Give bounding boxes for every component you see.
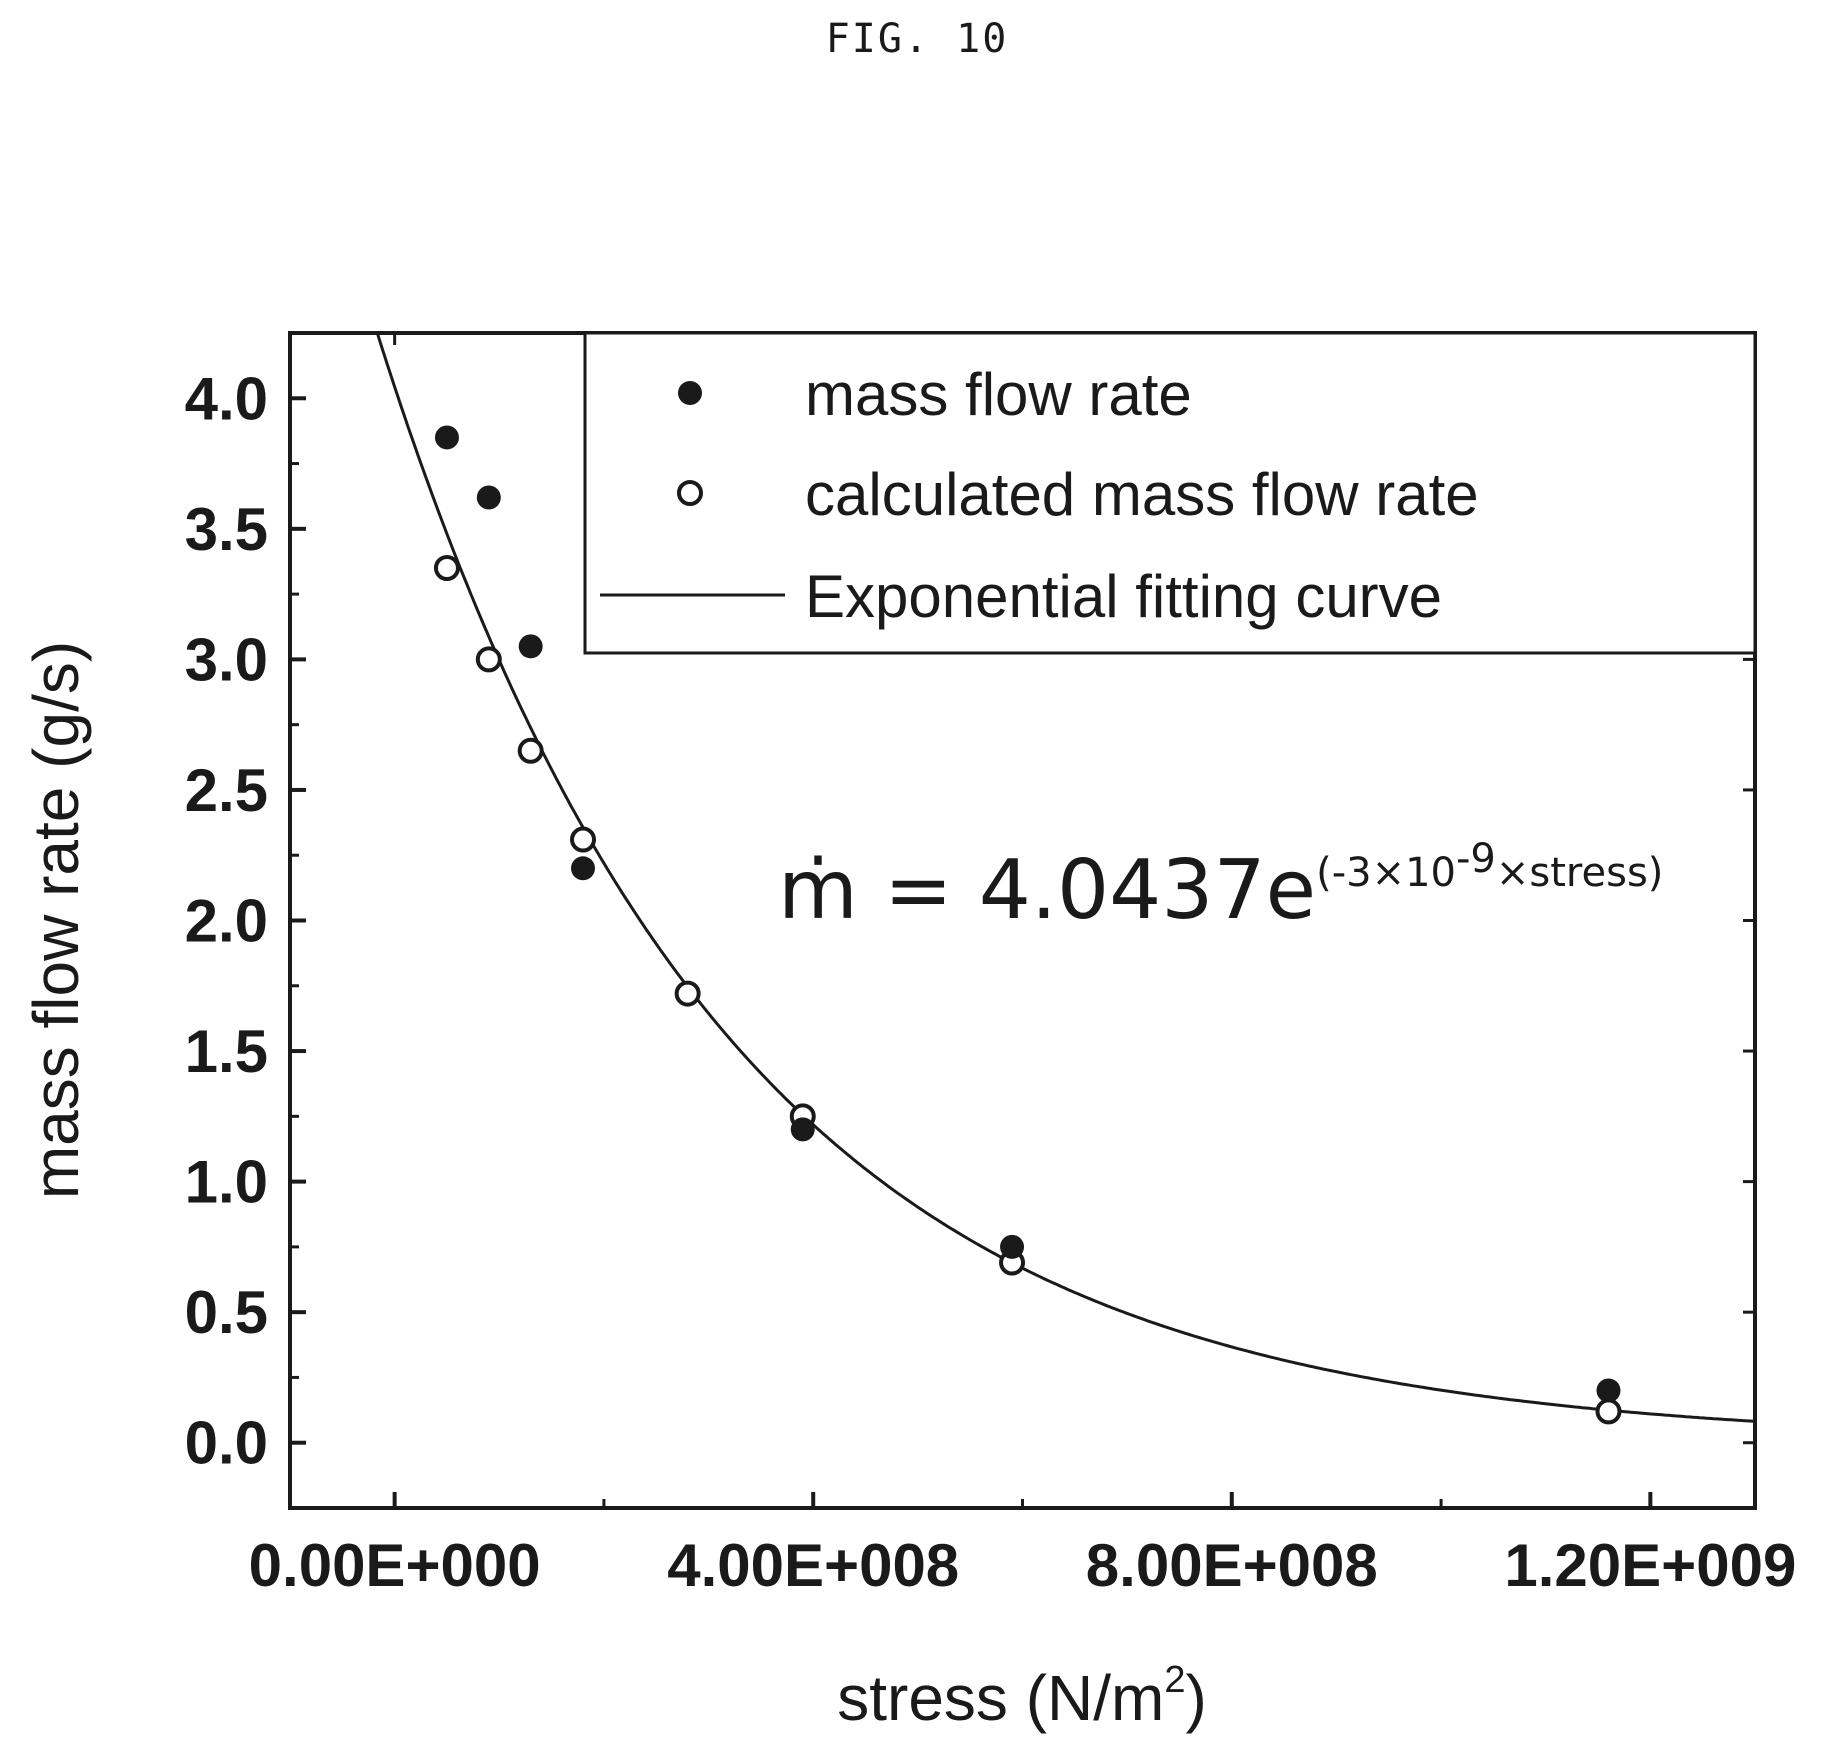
y-tick-label: 3.5: [185, 496, 268, 563]
y-tick-label: 2.5: [185, 757, 268, 824]
fit-equation-main: ṁ = 4.0437e: [778, 843, 1316, 938]
measured-point: [476, 485, 501, 510]
x-axis-label-text: stress (N/m: [837, 1662, 1164, 1734]
legend: mass flow rate calculated mass flow rate…: [583, 331, 1757, 655]
calculated-point: [674, 980, 701, 1007]
legend-box: [583, 331, 1757, 655]
x-axis-label-superscript: 2: [1164, 1659, 1185, 1701]
calculated-point: [433, 555, 460, 581]
x-tick-label: 4.00E+008: [667, 1532, 959, 1599]
y-tick-label: 0.0: [185, 1410, 268, 1477]
y-tick-label: 3.0: [185, 626, 268, 693]
measured-point: [1000, 1234, 1025, 1259]
y-tick-label: 1.5: [185, 1018, 268, 1085]
x-tick-label: 8.00E+008: [1086, 1532, 1378, 1599]
x-axis-ticks: 0.00E+000 4.00E+008 8.00E+008 1.20E+009: [249, 333, 1796, 1599]
y-axis-ticks: 0.0 0.5 1.0 1.5 2.0 2.5 3.0 3.5 4.0: [185, 365, 1755, 1477]
calculated-point: [475, 646, 502, 673]
figure-label: FIG. 10: [826, 16, 1009, 62]
x-axis-label: stress (N/m2): [837, 1659, 1207, 1734]
fit-equation-exponent: (-3×10: [1316, 850, 1456, 896]
measured-point: [434, 425, 459, 450]
calculated-point: [517, 737, 544, 764]
calculated-point: [570, 826, 596, 853]
fit-equation: ṁ = 4.0437e(-3×10-9×stress): [778, 836, 1663, 938]
y-axis-label: mass flow rate (g/s): [20, 641, 92, 1199]
x-tick-label: 0.00E+000: [249, 1532, 541, 1599]
plot-content: [375, 333, 1755, 1425]
calculated-point: [1595, 1398, 1622, 1425]
x-tick-label: 1.20E+009: [1504, 1532, 1796, 1599]
measured-point: [790, 1117, 815, 1142]
legend-label-fit: Exponential fitting curve: [805, 563, 1442, 630]
y-tick-label: 0.5: [185, 1279, 268, 1346]
legend-marker-open: [677, 480, 703, 506]
fit-equation-exponent-tail: ×stress): [1496, 850, 1664, 896]
legend-marker-filled: [678, 381, 702, 405]
legend-label-calculated: calculated mass flow rate: [805, 461, 1479, 528]
chart-area: 0.0 0.5 1.0 1.5 2.0 2.5 3.0 3.5 4.0 0.00E+000 4.0…: [20, 331, 1796, 1734]
y-tick-label: 4.0: [185, 365, 268, 432]
x-axis-label-close: ): [1185, 1662, 1206, 1734]
measured-point: [571, 856, 595, 881]
legend-label-measured: mass flow rate: [805, 361, 1192, 428]
fit-curve: [375, 333, 1755, 1423]
y-tick-label: 1.0: [185, 1149, 268, 1216]
fit-equation-exponent-power: -9: [1456, 836, 1496, 882]
y-tick-label: 2.0: [185, 888, 268, 955]
measured-point: [1596, 1378, 1621, 1403]
measured-point: [518, 634, 543, 659]
